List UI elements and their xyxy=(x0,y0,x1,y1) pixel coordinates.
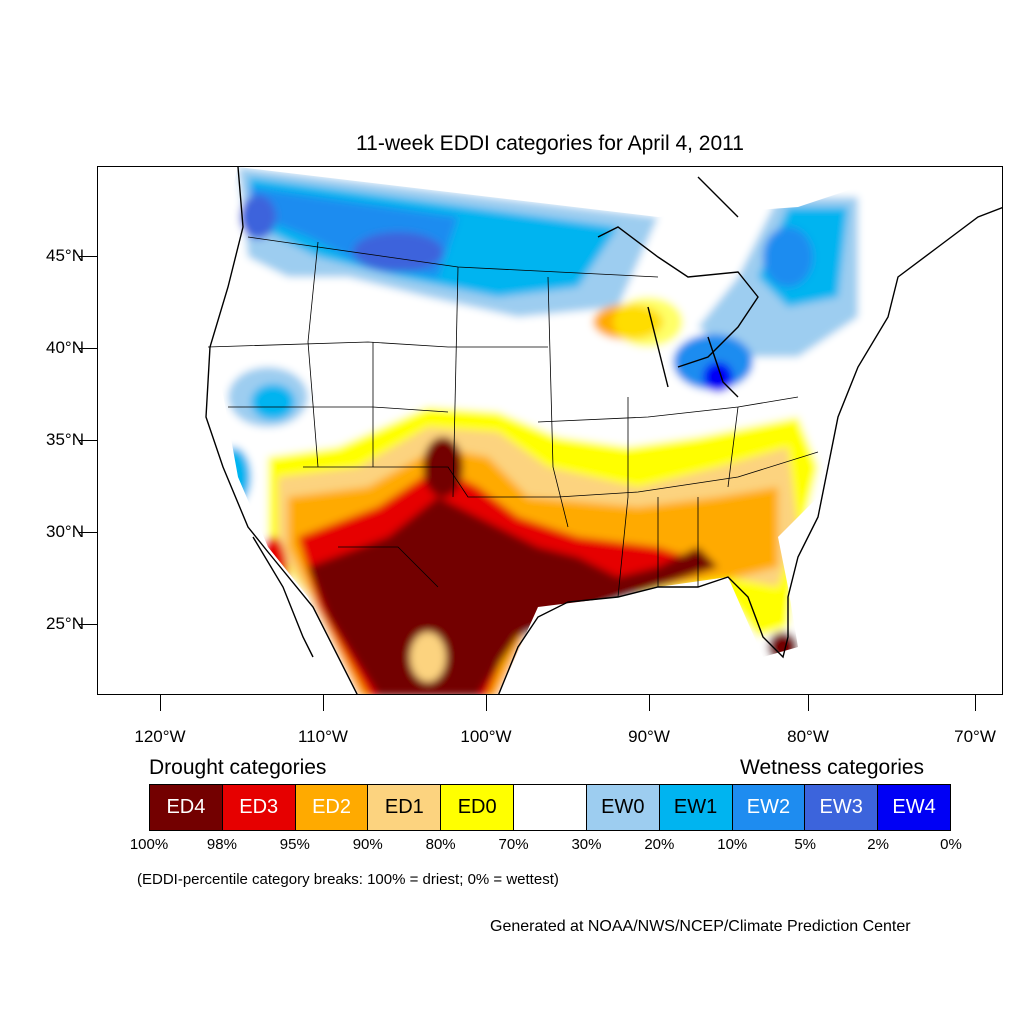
percent-break-label: 80% xyxy=(425,836,456,853)
eddi-map xyxy=(205,167,1002,694)
lon-tick xyxy=(486,695,487,711)
percent-break-label: 0% xyxy=(940,836,962,853)
lat-label-45: 45°N xyxy=(46,246,84,265)
percent-break-label: 30% xyxy=(571,836,602,853)
lon-label-90w: 90°W xyxy=(628,727,670,746)
legend-cell-normal xyxy=(514,785,587,830)
lat-tick xyxy=(79,348,97,349)
eddi-field xyxy=(208,167,1002,694)
breaks-note: (EDDI-percentile category breaks: 100% =… xyxy=(137,871,559,888)
legend-cell-ew1: EW1 xyxy=(659,785,733,830)
map-plot-area xyxy=(97,166,1003,695)
lon-tick xyxy=(975,695,976,711)
percent-break-label: 90% xyxy=(352,836,383,853)
lat-label-40: 40°N xyxy=(46,338,84,357)
lon-label-110w: 110°W xyxy=(298,727,348,746)
lon-tick xyxy=(160,695,161,711)
lat-label-25: 25°N xyxy=(46,614,84,633)
wetness-categories-heading: Wetness categories xyxy=(740,756,925,779)
lon-tick xyxy=(808,695,809,711)
percent-break-label: 5% xyxy=(794,836,817,853)
lon-tick xyxy=(323,695,324,711)
percent-break-label: 98% xyxy=(206,836,237,853)
legend-cell-ed3: ED3 xyxy=(222,785,296,830)
legend-cell-ed4: ED4 xyxy=(150,785,223,830)
percent-break-label: 95% xyxy=(279,836,310,853)
lon-label-100w: 100°W xyxy=(460,727,512,746)
lon-label-70w: 70°W xyxy=(954,727,996,746)
legend-cell-ed2: ED2 xyxy=(295,785,369,830)
drought-categories-heading: Drought categories xyxy=(149,756,327,779)
map-title: 11-week EDDI categories for April 4, 201… xyxy=(356,132,744,155)
legend-cell-ed0: ED0 xyxy=(441,785,515,830)
lon-tick xyxy=(649,695,650,711)
lon-label-80w: 80°W xyxy=(787,727,829,746)
lon-label-120w: 120°W xyxy=(134,727,186,746)
lat-label-30: 30°N xyxy=(46,522,84,541)
category-legend: ED4 ED3 ED2 ED1 ED0 EW0 EW1 EW2 EW3 EW4 xyxy=(149,784,951,831)
state-borders xyxy=(207,236,819,598)
legend-cell-ew0: EW0 xyxy=(586,785,660,830)
legend-cell-ew4: EW4 xyxy=(878,785,950,830)
lat-tick xyxy=(79,256,97,257)
lat-label-35: 35°N xyxy=(46,430,84,449)
percent-break-label: 100% xyxy=(129,836,169,853)
percent-break-label: 2% xyxy=(867,836,889,853)
credit-line: Generated at NOAA/NWS/NCEP/Climate Predi… xyxy=(490,918,911,935)
legend-cell-ed1: ED1 xyxy=(368,785,442,830)
legend-cell-ew3: EW3 xyxy=(805,785,879,830)
lat-tick xyxy=(79,532,97,533)
lat-tick xyxy=(79,624,97,625)
lat-tick xyxy=(79,440,97,441)
percent-break-label: 20% xyxy=(644,836,675,853)
percent-break-label: 70% xyxy=(498,836,529,853)
legend-cell-ew2: EW2 xyxy=(732,785,806,830)
percent-break-label: 10% xyxy=(717,836,748,853)
coastlines xyxy=(205,167,1002,694)
